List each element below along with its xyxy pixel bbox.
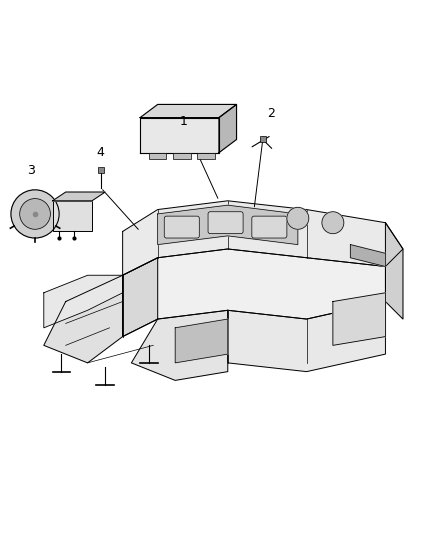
Bar [53, 201, 92, 231]
Polygon shape [44, 275, 123, 328]
Polygon shape [123, 258, 158, 336]
Bar [197, 152, 215, 159]
Polygon shape [131, 310, 228, 381]
FancyBboxPatch shape [208, 212, 243, 233]
Polygon shape [123, 201, 403, 275]
Text: 1: 1 [180, 116, 188, 128]
Bar [173, 152, 191, 159]
Circle shape [11, 190, 59, 238]
Polygon shape [44, 275, 123, 363]
Polygon shape [140, 104, 237, 118]
Polygon shape [219, 104, 237, 152]
Circle shape [20, 199, 50, 229]
Text: 2: 2 [268, 107, 276, 120]
Polygon shape [350, 245, 385, 266]
Circle shape [287, 207, 309, 229]
Polygon shape [333, 293, 385, 345]
Text: 4: 4 [97, 146, 105, 159]
Text: 3: 3 [27, 164, 35, 176]
Polygon shape [123, 249, 385, 336]
Polygon shape [385, 223, 403, 319]
Polygon shape [175, 319, 228, 363]
FancyBboxPatch shape [164, 216, 199, 238]
Circle shape [322, 212, 344, 233]
Polygon shape [158, 205, 298, 245]
Polygon shape [53, 192, 105, 201]
Polygon shape [140, 118, 219, 152]
Polygon shape [228, 302, 385, 372]
FancyBboxPatch shape [252, 216, 287, 238]
Bar [149, 152, 166, 159]
